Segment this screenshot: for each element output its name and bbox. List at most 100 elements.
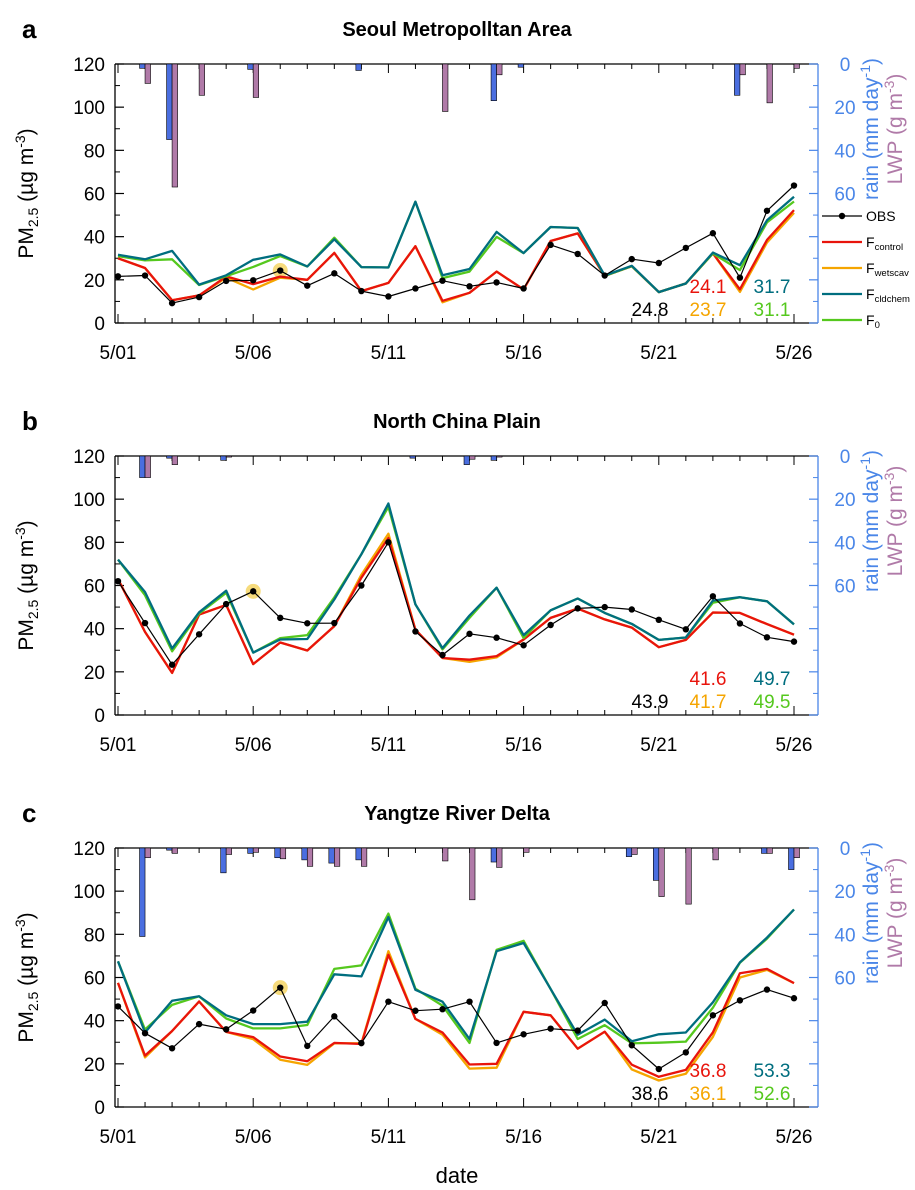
obs-point — [358, 287, 365, 295]
y-tick-label: 120 — [73, 55, 105, 76]
lwp-bar — [361, 847, 368, 867]
obs-point — [736, 274, 744, 281]
series-line-cldchem — [117, 195, 795, 294]
obs-point — [493, 1039, 500, 1047]
mean-label-obs: 38.6 — [632, 1084, 669, 1105]
series-line-cldchem — [117, 502, 795, 654]
obs-point — [141, 272, 149, 279]
obs-point — [412, 628, 419, 635]
lwp-bar — [171, 847, 178, 854]
rain-tick-label: 20 — [834, 882, 855, 903]
obs-point — [222, 1026, 230, 1033]
rain-tick-label: 0 — [840, 447, 851, 468]
obs-point — [168, 299, 176, 307]
lwp-bar — [496, 63, 503, 76]
obs-point — [655, 616, 662, 624]
y-tick-label: 40 — [84, 1012, 105, 1033]
obs-point — [682, 626, 690, 633]
series-line-cldchem — [116, 908, 795, 1043]
rain-bar — [355, 63, 362, 71]
series-line-obs — [117, 986, 795, 1070]
obs-point — [709, 1012, 717, 1019]
rain-bar — [463, 455, 470, 465]
obs-point — [466, 998, 473, 1005]
rain-tick-label: 60 — [834, 577, 855, 598]
x-tick-label: 5/16 — [505, 343, 542, 364]
legend-entry-f0: F0 — [866, 312, 880, 331]
lwp-bar — [198, 63, 205, 96]
y-tick-label: 0 — [94, 706, 105, 727]
obs-point — [628, 255, 635, 263]
obs-point — [250, 588, 257, 595]
obs-point — [412, 285, 419, 292]
series-line-control — [116, 953, 795, 1078]
panel-title: North China Plain — [373, 411, 541, 433]
lwp-bar — [685, 847, 692, 905]
rain-bar — [220, 455, 227, 461]
x-axis-label: date — [436, 1163, 479, 1188]
lwp-bar — [442, 847, 449, 862]
lwp-bar — [793, 847, 800, 859]
y-tick-label: 80 — [84, 925, 105, 946]
x-tick-label: 5/26 — [776, 343, 813, 364]
obs-point — [385, 998, 392, 1005]
x-tick-label: 5/11 — [371, 735, 407, 756]
lwp-bar — [225, 455, 232, 458]
obs-point — [628, 606, 635, 613]
rain-bar — [139, 455, 146, 478]
obs-point — [655, 1065, 662, 1073]
obs-point — [141, 1029, 149, 1037]
rain-tick-label: 20 — [834, 98, 855, 119]
rain-bar — [652, 847, 660, 881]
obs-point — [304, 282, 311, 289]
lwp-axis-label: LWP (g m-3) — [881, 858, 907, 969]
rain-bar — [166, 63, 173, 140]
y-tick-label: 40 — [84, 228, 105, 249]
obs-point — [412, 1007, 419, 1014]
mean-label-control: 41.6 — [690, 669, 727, 690]
rain-bar — [517, 63, 524, 68]
rain-bar — [490, 455, 497, 461]
panels: Seoul Metropolltan Area a 0 20 40 60 80 100 120 0… — [12, 14, 907, 1148]
lwp-bar — [739, 63, 746, 76]
lwp-bar — [171, 63, 178, 188]
rain-tick-label: 60 — [834, 185, 855, 206]
x-tick-label: 5/06 — [235, 343, 272, 364]
obs-point — [304, 1042, 311, 1050]
mean-label-control: 24.1 — [690, 277, 727, 298]
x-tick-label: 5/01 — [100, 735, 137, 756]
rain-tick-label: 0 — [840, 839, 851, 860]
lwp-bar — [144, 455, 151, 478]
rain-bar — [490, 63, 497, 101]
obs-point — [277, 267, 284, 274]
lwp-bar — [793, 63, 800, 69]
obs-point — [790, 995, 798, 1002]
rain-bar — [409, 455, 416, 459]
x-tick-label: 5/21 — [640, 735, 677, 756]
lwp-bar — [766, 847, 773, 854]
rain-bar — [301, 847, 308, 861]
lwp-bar — [252, 63, 259, 98]
obs-point — [385, 293, 392, 300]
obs-point — [790, 182, 798, 189]
obs-point — [114, 1003, 122, 1010]
obs-point — [547, 241, 554, 249]
rain-bar — [788, 847, 795, 870]
x-tick-label: 5/21 — [640, 343, 677, 364]
lwp-bar — [279, 847, 287, 860]
y-tick-label: 20 — [84, 271, 105, 292]
obs-point — [141, 619, 149, 627]
obs-point — [439, 1006, 446, 1013]
y-tick-label: 80 — [84, 141, 105, 162]
obs-point — [277, 984, 284, 991]
legend: OBS Fcontrol Fwetscav Fcldchem F0 — [822, 208, 910, 331]
rain-bar — [625, 847, 633, 857]
lwp-bar — [171, 455, 178, 465]
y-tick-label: 100 — [73, 98, 105, 119]
obs-point — [601, 999, 608, 1007]
x-tick-label: 5/16 — [505, 1127, 542, 1148]
obs-point — [520, 642, 527, 649]
y-tick-label: 60 — [84, 185, 105, 206]
x-tick-label: 5/06 — [235, 1127, 272, 1148]
